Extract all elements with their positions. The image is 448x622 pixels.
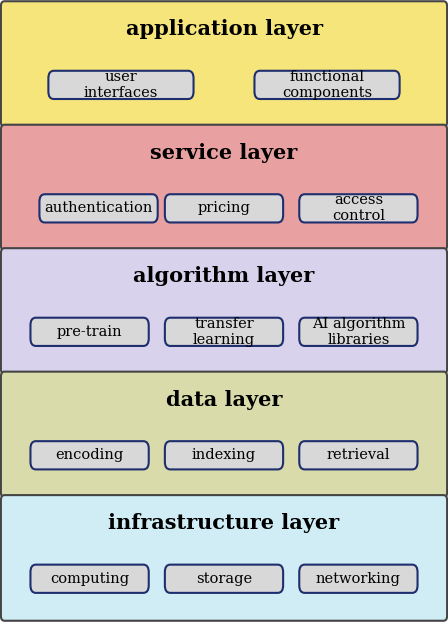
Text: storage: storage <box>196 572 252 586</box>
Text: AI algorithm
libraries: AI algorithm libraries <box>312 317 405 347</box>
FancyBboxPatch shape <box>299 565 418 593</box>
FancyBboxPatch shape <box>1 495 447 621</box>
FancyBboxPatch shape <box>299 318 418 346</box>
Text: service layer: service layer <box>151 143 297 163</box>
FancyBboxPatch shape <box>1 248 447 374</box>
Text: algorithm layer: algorithm layer <box>134 266 314 286</box>
FancyBboxPatch shape <box>299 441 418 470</box>
Text: pricing: pricing <box>198 202 250 215</box>
Text: user
interfaces: user interfaces <box>84 70 158 100</box>
FancyBboxPatch shape <box>30 565 149 593</box>
Text: functional
components: functional components <box>282 70 372 100</box>
FancyBboxPatch shape <box>39 194 158 223</box>
Text: computing: computing <box>50 572 129 586</box>
FancyBboxPatch shape <box>30 318 149 346</box>
Text: indexing: indexing <box>192 448 256 462</box>
FancyBboxPatch shape <box>1 371 447 498</box>
FancyBboxPatch shape <box>30 441 149 470</box>
FancyBboxPatch shape <box>165 194 283 223</box>
Text: infrastructure layer: infrastructure layer <box>108 513 340 533</box>
Text: access
control: access control <box>332 193 385 223</box>
Text: authentication: authentication <box>44 202 153 215</box>
FancyBboxPatch shape <box>165 565 283 593</box>
FancyBboxPatch shape <box>1 124 447 250</box>
Text: retrieval: retrieval <box>327 448 390 462</box>
FancyBboxPatch shape <box>165 441 283 470</box>
Text: networking: networking <box>316 572 401 586</box>
FancyBboxPatch shape <box>1 1 447 127</box>
FancyBboxPatch shape <box>48 71 194 99</box>
Text: pre-train: pre-train <box>57 325 122 339</box>
Text: application layer: application layer <box>125 19 323 39</box>
Text: encoding: encoding <box>56 448 124 462</box>
FancyBboxPatch shape <box>299 194 418 223</box>
Text: transfer
learning: transfer learning <box>193 317 255 347</box>
FancyBboxPatch shape <box>165 318 283 346</box>
FancyBboxPatch shape <box>254 71 400 99</box>
Text: data layer: data layer <box>166 390 282 410</box>
